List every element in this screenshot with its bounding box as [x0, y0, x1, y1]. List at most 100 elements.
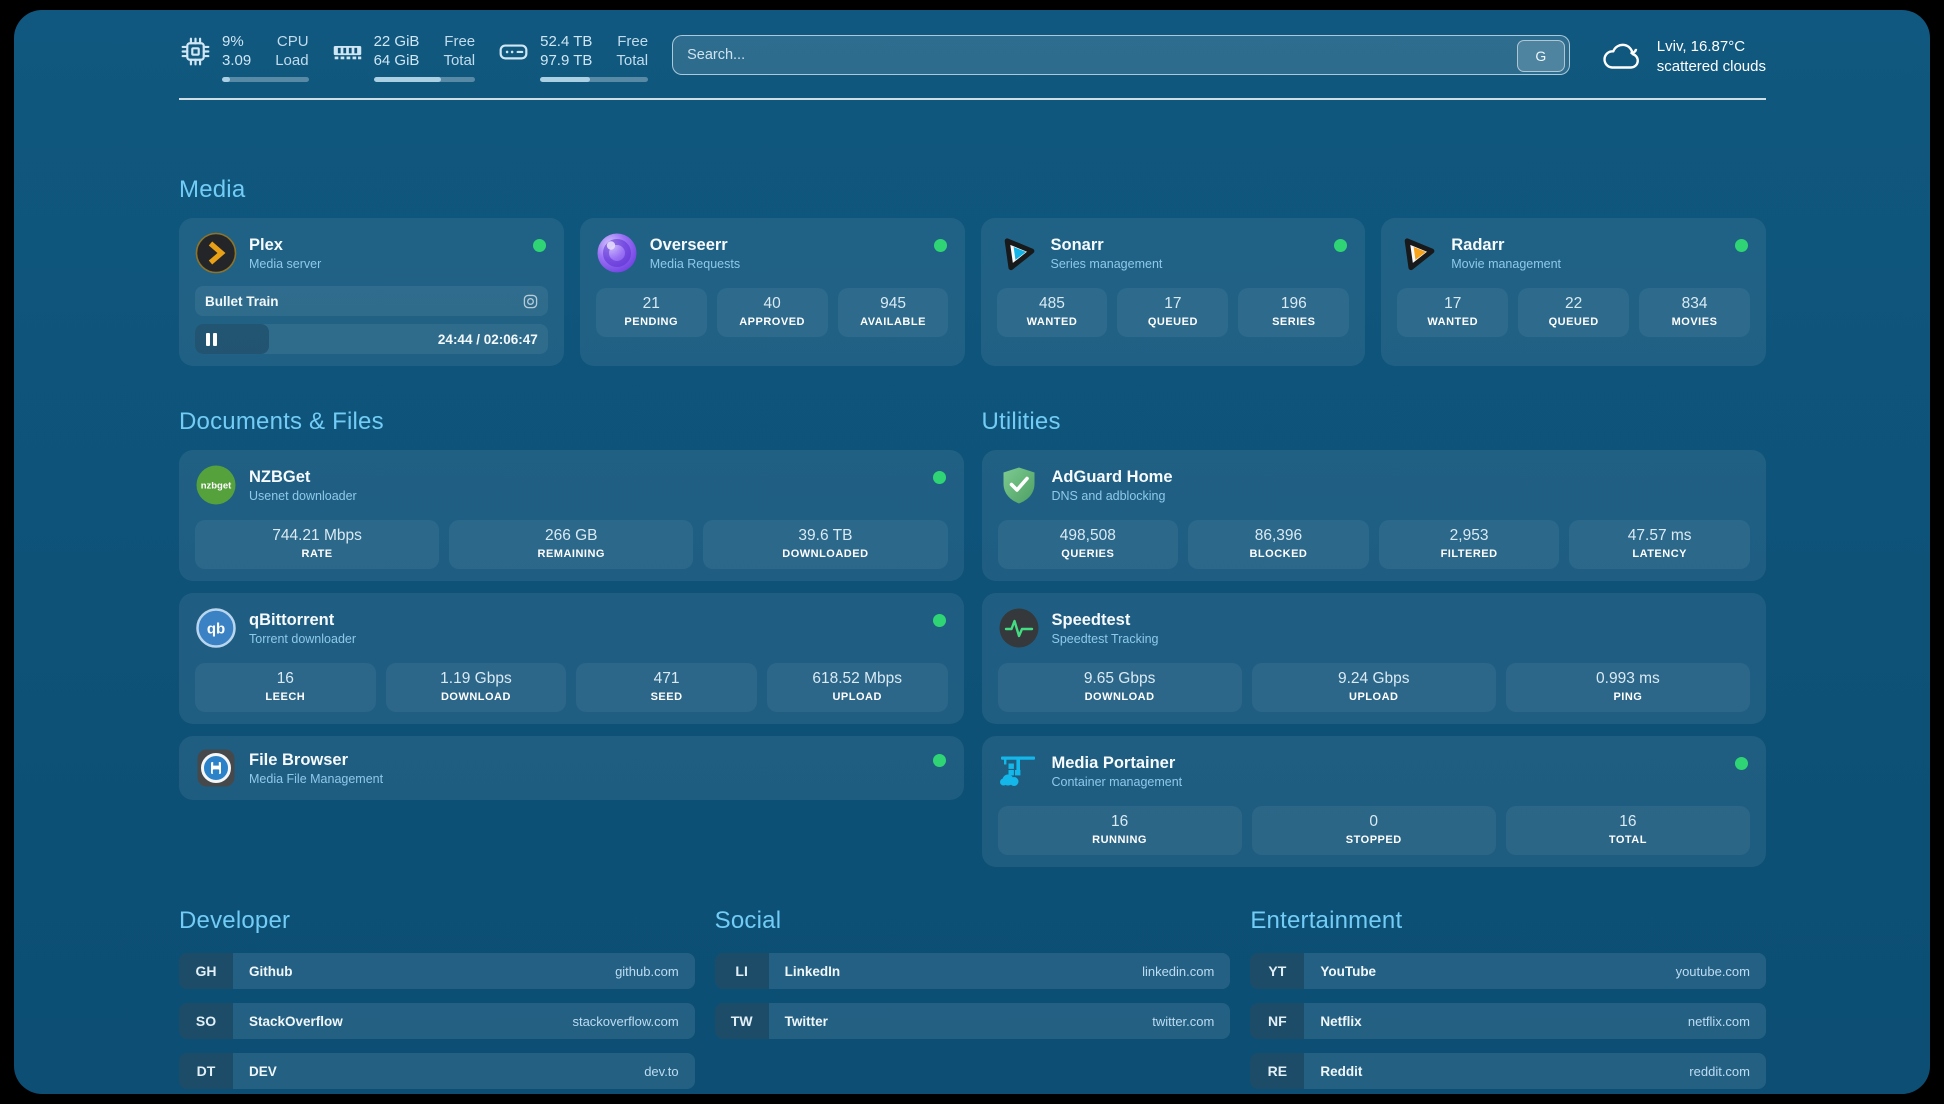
pause-icon[interactable] — [206, 332, 217, 346]
stat-tile: 22 QUEUED — [1518, 288, 1630, 337]
link-youtube[interactable]: YT YouTube youtube.com — [1250, 953, 1766, 989]
disk-total-value: 97.9 TB — [540, 52, 593, 69]
ram-progress-fill — [373, 77, 441, 82]
disk-stat: 52.4 TB 97.9 TB Free Total — [497, 32, 649, 82]
search-engine-button[interactable]: G — [1516, 40, 1565, 72]
hardware-stats: 9% 3.09 CPU Load — [179, 32, 649, 82]
link-name: StackOverflow — [249, 1013, 343, 1029]
speedtest-card[interactable]: Speedtest Speedtest Tracking 9.65 Gbps DO… — [981, 593, 1766, 724]
now-playing-title: Bullet Train — [205, 293, 279, 309]
stat-tile: 16 TOTAL — [1505, 806, 1750, 855]
app-title: NZBGet — [249, 467, 311, 486]
file-browser-icon — [195, 747, 237, 789]
playback-time: 24:44 / 02:06:47 — [437, 331, 538, 347]
radarr-card[interactable]: Radarr Movie management 17 WANTED 22 QUEUE… — [1381, 218, 1766, 366]
weather-condition: scattered clouds — [1656, 58, 1766, 75]
link-linkedin[interactable]: LI LinkedIn linkedin.com — [714, 953, 1231, 989]
link-abbr-badge: LI — [714, 953, 769, 989]
stat-tile: 16 LEECH — [195, 663, 376, 712]
link-url: youtube.com — [1675, 963, 1750, 979]
ram-total-label: Total — [443, 52, 476, 69]
app-subtitle: Media server — [249, 256, 322, 271]
app-subtitle: Movie management — [1451, 256, 1562, 271]
adguard-card[interactable]: AdGuard Home DNS and adblocking 498,508 Q… — [981, 450, 1766, 581]
status-online-dot — [932, 614, 946, 627]
app-title: Speedtest — [1051, 610, 1131, 629]
link-url: twitter.com — [1152, 1013, 1215, 1029]
status-online-dot — [932, 471, 946, 484]
link-name: Github — [249, 963, 293, 979]
stat-tile: 471 SEED — [576, 663, 757, 712]
now-playing-row[interactable]: Bullet Train — [195, 286, 548, 316]
stat-tile: 16 RUNNING — [997, 806, 1242, 855]
app-subtitle: Media Requests — [649, 256, 741, 271]
stat-tile: 39.6 TB DOWNLOADED — [703, 520, 948, 569]
documents-section-title: Documents & Files — [179, 408, 384, 435]
link-abbr-badge: GH — [179, 953, 233, 989]
cpu-progress-fill — [222, 77, 230, 82]
link-name: DEV — [249, 1063, 277, 1079]
stat-tile: 9.65 Gbps DOWNLOAD — [997, 663, 1242, 712]
nzbget-card[interactable]: nzbget NZBGet Usenet downloader 744.21 M… — [179, 450, 964, 581]
link-abbr-badge: TW — [714, 1003, 769, 1039]
cpu-progress-bar — [222, 77, 309, 82]
entertainment-section-title: Entertainment — [1250, 907, 1403, 934]
app-title: qBittorrent — [249, 610, 335, 629]
stat-tile: 86,396 BLOCKED — [1188, 520, 1369, 569]
qbittorrent-icon: qb — [195, 607, 237, 649]
cloud-icon — [1600, 40, 1644, 74]
status-online-dot — [932, 754, 946, 767]
radarr-icon — [1397, 232, 1439, 274]
session-detail-icon[interactable] — [523, 294, 538, 309]
file-browser-card[interactable]: File Browser Media File Management — [179, 736, 964, 800]
status-online-dot — [933, 239, 947, 252]
status-online-dot — [1334, 239, 1348, 252]
disk-free-value: 52.4 TB — [540, 33, 593, 50]
stat-tile: 9.24 Gbps UPLOAD — [1251, 663, 1496, 712]
link-url: reddit.com — [1689, 1063, 1750, 1079]
link-netflix[interactable]: NF Netflix netflix.com — [1250, 1003, 1766, 1039]
link-url: stackoverflow.com — [572, 1013, 679, 1029]
sonarr-card[interactable]: Sonarr Series management 485 WANTED 17 QUE… — [980, 218, 1366, 366]
link-abbr-badge: DT — [179, 1053, 233, 1089]
search-bar: G — [672, 35, 1570, 75]
utilities-column: Utilities — [981, 408, 1766, 867]
app-subtitle: Series management — [1050, 256, 1163, 271]
app-title: File Browser — [249, 750, 349, 769]
link-stackoverflow[interactable]: SO StackOverflow stackoverflow.com — [179, 1003, 695, 1039]
qbittorrent-card[interactable]: qb qBittorrent Torrent downloader 16 LEEC… — [179, 593, 964, 724]
app-subtitle: Container management — [1051, 774, 1183, 789]
ram-free-label: Free — [444, 33, 476, 50]
developer-links-column: Developer GH Github github.com SO StackOv… — [179, 907, 695, 1089]
svg-text:qb: qb — [207, 621, 225, 638]
media-section-title: Media — [179, 176, 246, 203]
top-bar: 9% 3.09 CPU Load — [179, 32, 1766, 82]
sonarr-icon — [997, 232, 1039, 274]
stat-tile: 196 SERIES — [1238, 288, 1350, 337]
cpu-label: CPU — [276, 33, 309, 50]
plex-card[interactable]: Plex Media server Bullet Train — [179, 218, 564, 366]
link-twitter[interactable]: TW Twitter twitter.com — [714, 1003, 1231, 1039]
stat-tile: 945 AVAILABLE — [837, 288, 949, 337]
svg-text:nzbget: nzbget — [201, 481, 232, 492]
link-reddit[interactable]: RE Reddit reddit.com — [1250, 1053, 1766, 1089]
link-dev-to[interactable]: DT DEV dev.to — [179, 1053, 695, 1089]
portainer-card[interactable]: Media Portainer Container management 16 R… — [981, 736, 1766, 867]
link-name: YouTube — [1320, 963, 1377, 979]
link-abbr-badge: RE — [1250, 1053, 1305, 1089]
stat-tile: 0 STOPPED — [1251, 806, 1496, 855]
overseerr-card[interactable]: Overseerr Media Requests 21 PENDING 40 APP… — [579, 218, 965, 366]
stat-tile: 2,953 FILTERED — [1378, 520, 1560, 569]
stat-tile: 40 APPROVED — [716, 288, 828, 337]
stat-tile: 266 GB REMAINING — [449, 520, 694, 569]
cpu-stat: 9% 3.09 CPU Load — [179, 32, 309, 82]
cpu-load-value: 3.09 — [222, 52, 252, 69]
link-url: linkedin.com — [1142, 963, 1215, 979]
link-name: Netflix — [1320, 1013, 1362, 1029]
status-online-dot — [1735, 239, 1748, 252]
link-github[interactable]: GH Github github.com — [179, 953, 695, 989]
adguard-icon — [998, 464, 1040, 506]
developer-section-title: Developer — [179, 907, 291, 934]
search-input[interactable] — [672, 35, 1570, 75]
hard-drive-icon — [497, 35, 530, 68]
